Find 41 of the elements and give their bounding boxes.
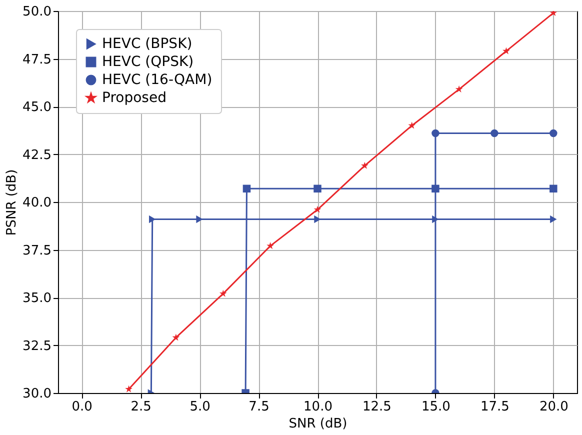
point — [266, 242, 274, 250]
point — [550, 215, 557, 224]
x-tick-label: 17.5 — [480, 400, 510, 414]
legend-label: Proposed — [102, 90, 166, 106]
y-tick-label: 40.0 — [22, 196, 52, 210]
y-tick-label: 42.5 — [22, 148, 52, 163]
x-tick-label: 2.5 — [130, 400, 152, 414]
x-tick-label: 7.5 — [248, 400, 270, 414]
point — [490, 129, 498, 138]
point — [432, 129, 440, 138]
x-tick-label: 12.5 — [362, 400, 392, 414]
y-tick-label: 32.5 — [22, 338, 52, 354]
point — [502, 47, 510, 54]
point — [361, 162, 368, 169]
point — [432, 184, 440, 193]
point — [242, 184, 251, 193]
x-tick-label: 20.0 — [539, 400, 568, 414]
point — [455, 85, 463, 92]
point — [219, 290, 227, 297]
x-tick-label: 0.0 — [72, 400, 92, 414]
y-tick-label: 50.0 — [22, 4, 52, 20]
y-tick-label: 30.0 — [22, 386, 52, 402]
legend-label: HEVC (QPSK) — [102, 54, 194, 70]
legend-label: HEVC (BPSK) — [102, 36, 192, 52]
y-tick-label: 47.5 — [22, 52, 52, 68]
point — [314, 184, 322, 193]
point — [550, 184, 558, 193]
y-tick-label: 37.5 — [22, 243, 52, 258]
point — [125, 385, 132, 392]
legend-label: HEVC (16-QAM) — [102, 72, 212, 88]
y-tick-label: 45.0 — [22, 100, 52, 115]
x-tick-label: 15.0 — [421, 400, 450, 414]
point — [314, 206, 322, 213]
point — [408, 122, 416, 129]
x-axis-title: SNR (dB) — [288, 416, 348, 432]
point — [550, 129, 558, 138]
point — [172, 334, 180, 341]
x-tick-label: 5.0 — [190, 400, 210, 414]
x-tick-label: 10.0 — [304, 400, 332, 414]
y-tick-label: 35.0 — [22, 291, 52, 306]
y-axis-title: PSNR (dB) — [4, 169, 20, 236]
